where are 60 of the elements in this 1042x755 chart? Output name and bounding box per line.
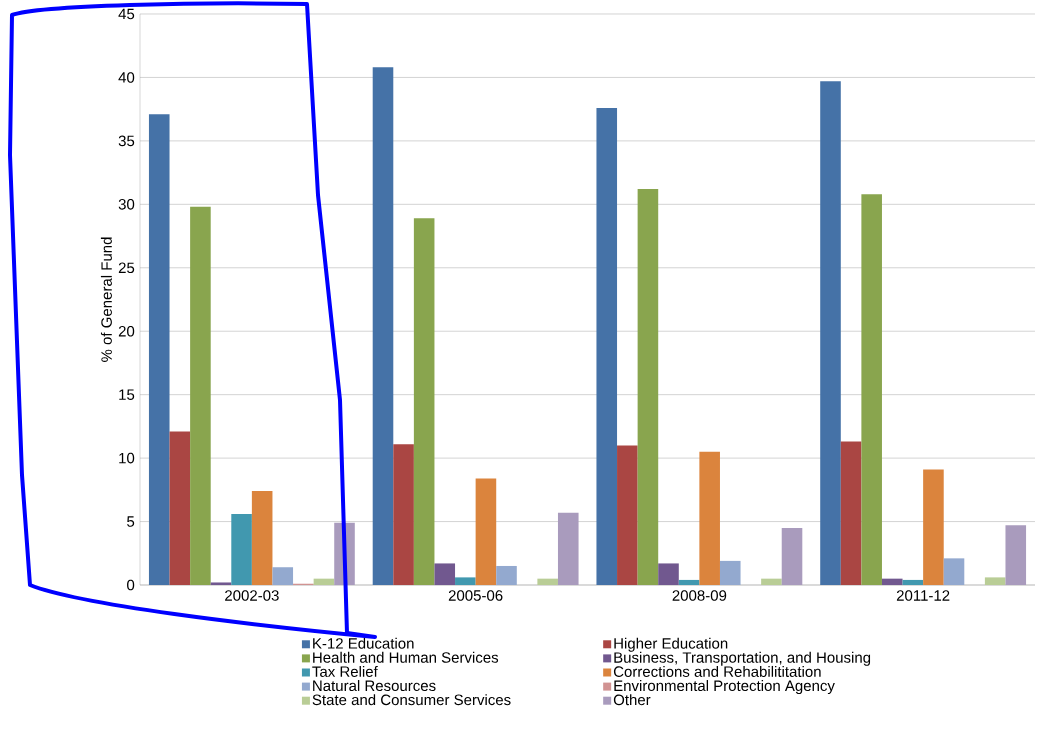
bar — [943, 558, 965, 585]
x-tick-label: 2011-12 — [896, 590, 950, 601]
bar — [413, 218, 435, 585]
x-tick-label: 2002-03 — [225, 590, 279, 601]
bar — [475, 478, 497, 585]
bar — [169, 431, 191, 585]
bar — [372, 67, 394, 585]
y-tick-label: 35 — [118, 135, 135, 147]
legend-label: Other — [613, 694, 651, 706]
legend-label: Health and Human Services — [313, 651, 499, 663]
bar — [840, 441, 862, 585]
legend-label: K-12 Education — [313, 637, 414, 649]
y-tick-label: 20 — [118, 325, 135, 337]
bar — [1005, 525, 1027, 585]
bar — [617, 445, 638, 585]
y-tick-label: 0 — [127, 579, 135, 591]
bar — [455, 577, 476, 585]
bar — [557, 512, 579, 585]
y-tick-label: 10 — [119, 452, 135, 464]
legend-label: Corrections and Rehabilititation — [613, 665, 821, 677]
bar — [699, 451, 720, 585]
x-tick-label: 2005-06 — [448, 590, 503, 601]
bar — [861, 194, 882, 585]
bar — [820, 81, 841, 585]
y-tick-label: 30 — [118, 199, 135, 210]
y-tick-label: 40 — [118, 72, 135, 83]
bar — [596, 107, 618, 585]
legend-label: Environmental Protection Agency — [614, 680, 835, 695]
bar — [272, 567, 294, 585]
bar — [761, 578, 782, 585]
bar — [231, 513, 252, 585]
legend-label: State and Consumer Services — [312, 694, 511, 706]
y-axis-title: % of General Fund — [100, 237, 112, 362]
bar — [923, 469, 944, 585]
x-tick-label: 2008-09 — [672, 590, 727, 601]
bar — [537, 578, 558, 585]
bar — [190, 206, 211, 585]
legend-label: Tax Relief — [312, 665, 378, 677]
bar — [902, 579, 924, 585]
bar — [637, 189, 659, 585]
bar — [251, 491, 273, 585]
y-tick-label: 25 — [118, 262, 135, 274]
bar — [393, 444, 414, 585]
bar — [678, 579, 700, 585]
bar — [148, 114, 170, 585]
bar — [984, 577, 1006, 585]
y-tick-label: 5 — [127, 516, 135, 527]
legend-label: Higher Education — [614, 637, 728, 652]
bar — [210, 582, 232, 585]
bar — [781, 527, 803, 585]
bar — [496, 565, 517, 585]
legend-label: Natural Resources — [313, 680, 436, 692]
y-tick-label: 15 — [119, 389, 135, 400]
bar — [313, 578, 335, 585]
bar — [658, 563, 679, 585]
bar — [434, 563, 456, 585]
bar — [719, 560, 741, 585]
y-tick-label: 45 — [118, 8, 135, 20]
legend-label: Business, Transportation, and Housing — [614, 651, 871, 666]
bar — [881, 578, 903, 585]
